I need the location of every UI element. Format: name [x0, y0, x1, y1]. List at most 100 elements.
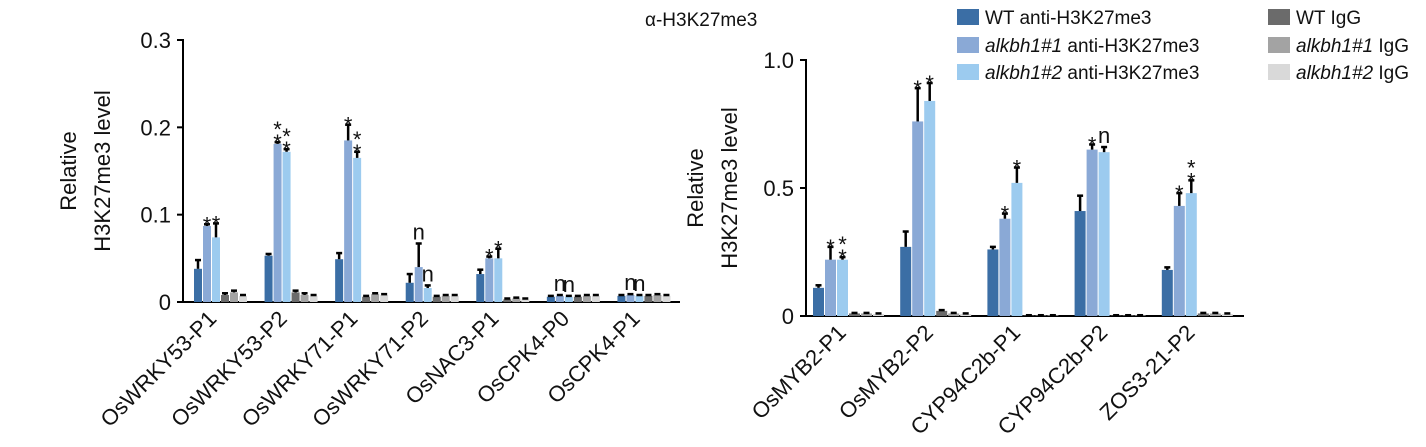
bar-osnac3-p1-s4 — [512, 298, 521, 302]
bar-oscpk4-p0-s0 — [546, 296, 555, 302]
legend-swatch-alkbh1-1-anti-h3k27me3 — [957, 37, 979, 53]
bar-osnac3-p1-s0 — [476, 274, 485, 302]
significance-label: * — [1187, 155, 1196, 180]
bar-oswrky71-p1-s0 — [335, 259, 344, 302]
bar-osmyb2-p2-s3 — [936, 310, 948, 316]
bar-zos3-21-p2-s1 — [1173, 205, 1185, 316]
bar-oswrky53-p2-s4 — [300, 295, 309, 302]
bar-osnac3-p1-s5 — [521, 299, 530, 302]
legend-swatch-alkbh1-2-igg — [1268, 64, 1290, 80]
significance-label: * — [1088, 132, 1097, 157]
legend-label-wt-anti-h3k27me3: WT anti-H3K27me3 — [985, 8, 1152, 29]
bar-oswrky71-p2-s4 — [441, 295, 450, 302]
bar-cyp94c2b-p2-s2 — [1098, 152, 1110, 316]
bar-osnac3-p1-s2 — [494, 258, 503, 302]
legend-swatch-wt-igg — [1268, 9, 1290, 25]
significance-label: n — [413, 219, 425, 244]
significance-label: * — [212, 211, 221, 236]
y-tick-label: 0.3 — [140, 28, 171, 53]
significance-label: * — [344, 113, 353, 138]
y-axis-title-line: H3K27me3 level — [717, 107, 742, 268]
bar-oswrky71-p2-s2 — [423, 288, 432, 302]
bar-oswrky71-p2-s3 — [432, 296, 441, 302]
bar-oscpk4-p0-s4 — [582, 295, 591, 302]
significance-label: n — [633, 271, 645, 296]
bar-oswrky71-p2-s5 — [450, 295, 459, 302]
significance-label: * — [273, 117, 282, 142]
bar-zos3-21-p2-s3 — [1197, 313, 1209, 316]
bar-osmyb2-p2-s2 — [924, 100, 936, 317]
bar-oswrky53-p1-s3 — [221, 295, 229, 302]
significance-label: * — [203, 212, 212, 237]
bar-osnac3-p1-s1 — [485, 258, 494, 302]
bar-oswrky71-p1-s5 — [380, 295, 389, 302]
bar-zos3-21-p2-s5 — [1221, 313, 1233, 316]
bar-oswrky53-p2-s2 — [282, 151, 291, 302]
significance-label: * — [282, 124, 291, 149]
significance-label: * — [1001, 202, 1010, 227]
bar-oswrky71-p1-s3 — [362, 296, 371, 302]
significance-label: * — [826, 235, 835, 260]
significance-label: * — [1013, 156, 1022, 181]
bar-zos3-21-p2-s0 — [1161, 269, 1173, 316]
legend-label-alkbh1-2-anti-h3k27me3: alkbh1#2 anti-H3K27me3 — [985, 63, 1199, 84]
y-tick-label: 0 — [782, 304, 794, 329]
bar-oscpk4-p0-s5 — [591, 295, 600, 302]
significance-label: * — [282, 137, 291, 162]
y-axis-title-line: Relative — [683, 148, 708, 227]
y-axis-title-line: H3K27me3 level — [90, 90, 115, 251]
bar-oscpk4-p1-s2 — [635, 295, 644, 302]
bar-cyp94c2b-p1-s0 — [987, 249, 999, 316]
bar-oscpk4-p1-s5 — [662, 295, 671, 302]
legend-label-alkbh1-2-igg: alkbh1#2 IgG — [1296, 63, 1409, 84]
bar-oswrky71-p1-s1 — [344, 140, 353, 302]
bar-oswrky53-p1-s5 — [239, 295, 247, 302]
bar-osmyb2-p1-s4 — [861, 313, 872, 316]
significance-label: * — [273, 130, 282, 155]
bar-cyp94c2b-p1-s1 — [999, 218, 1011, 316]
bar-osmyb2-p2-s0 — [900, 246, 912, 316]
bar-cyp94c2b-p1-s2 — [1011, 182, 1023, 316]
significance-label: * — [494, 237, 503, 262]
significance-label: * — [838, 232, 847, 257]
y-tick-label: 0 — [159, 290, 171, 315]
bar-osmyb2-p2-s5 — [960, 313, 972, 316]
significance-label: * — [913, 76, 922, 101]
significance-label: * — [838, 245, 847, 270]
significance-label: n — [563, 272, 575, 297]
bar-osmyb2-p1-s5 — [873, 313, 884, 316]
legend-swatch-wt-anti-h3k27me3 — [957, 9, 979, 25]
bar-osnac3-p1-s3 — [503, 299, 512, 302]
significance-label: n — [624, 270, 636, 295]
significance-label: * — [353, 140, 362, 165]
bar-oswrky53-p1-s1 — [203, 226, 211, 302]
significance-label: n — [1098, 123, 1110, 148]
y-tick-label: 0.1 — [140, 203, 171, 228]
bar-oscpk4-p1-s4 — [653, 295, 662, 302]
bar-osmyb2-p1-s3 — [849, 313, 860, 316]
significance-label: n — [422, 261, 434, 286]
legend: WT anti-H3K27me3 alkbh1#1 anti-H3K27me3 al… — [957, 8, 1409, 84]
bar-oswrky53-p2-s0 — [264, 255, 273, 302]
significance-label: * — [485, 245, 494, 270]
bar-oswrky71-p2-s0 — [405, 282, 414, 302]
bar-osmyb2-p1-s0 — [813, 287, 824, 316]
figure-supertitle: α-H3K27me3 — [645, 10, 757, 31]
legend-swatch-alkbh1-1-igg — [1268, 37, 1290, 53]
bar-osmyb2-p2-s4 — [948, 313, 960, 316]
bar-oscpk4-p1-s1 — [626, 295, 635, 302]
significance-label: * — [925, 71, 934, 96]
bar-oscpk4-p0-s3 — [573, 296, 582, 302]
legend-label-wt-igg: WT IgG — [1296, 8, 1361, 29]
bar-osmyb2-p1-s1 — [825, 259, 836, 316]
y-axis-title-line: Relative — [56, 131, 81, 210]
y-tick-label: 0.5 — [763, 176, 794, 201]
bar-oswrky53-p1-s2 — [212, 237, 220, 302]
bar-oswrky71-p1-s4 — [371, 294, 380, 302]
significance-label: * — [1175, 181, 1184, 206]
significance-label: n — [554, 271, 566, 296]
bar-osmyb2-p2-s1 — [912, 121, 924, 316]
bar-oscpk4-p0-s1 — [555, 295, 564, 302]
